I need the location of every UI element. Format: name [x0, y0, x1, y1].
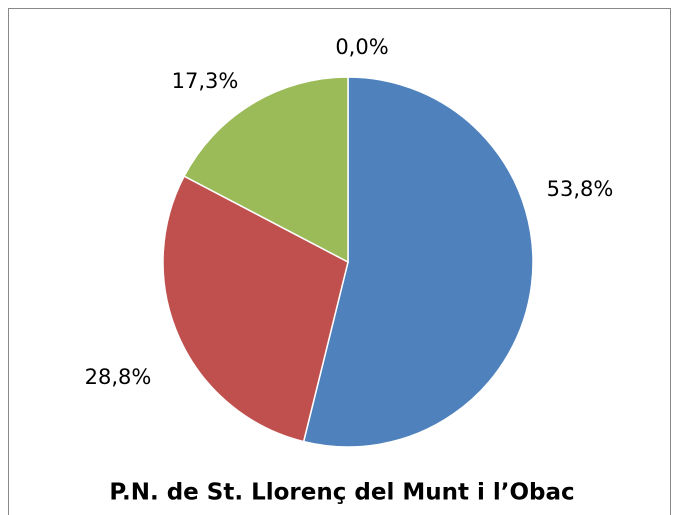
chart-title: P.N. de St. Llorenç del Munt i l’Obac: [109, 480, 574, 506]
data-label: 53,8%: [547, 177, 614, 201]
pie-slice: [302, 76, 534, 448]
pie-slice: [183, 76, 349, 264]
data-label: 0,0%: [335, 35, 388, 59]
data-label: 17,3%: [172, 69, 239, 93]
pie-slice: [162, 175, 349, 443]
data-label: 28,8%: [85, 365, 152, 389]
